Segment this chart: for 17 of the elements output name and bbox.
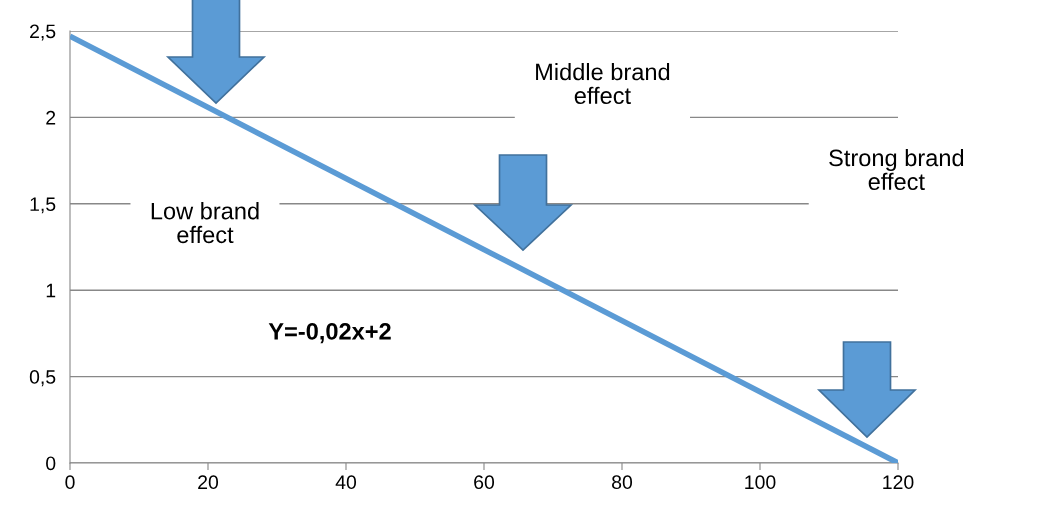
x-tick-label: 0	[65, 475, 75, 490]
annotation: Strong brand effect	[829, 148, 964, 191]
y-tick-label: 2	[46, 110, 56, 125]
annotation: Low brand effect	[151, 202, 259, 244]
y-tick-label: 1	[46, 283, 56, 298]
y-tick-label: 0	[46, 456, 56, 471]
x-tick-label: 20	[198, 475, 219, 490]
annotation: Middle brand effect	[536, 63, 670, 105]
x-tick-label: 80	[612, 475, 633, 490]
y-tick-label: 0,5	[29, 370, 56, 387]
x-tick-label: 60	[474, 475, 495, 490]
annotation: Y=-0,02x+2	[268, 323, 391, 344]
y-tick-label: 2,5	[30, 24, 56, 41]
y-tick-label: 1,5	[30, 197, 56, 214]
x-tick-label: 100	[745, 475, 776, 490]
x-tick-label: 120	[883, 475, 914, 490]
x-tick-label: 40	[335, 475, 357, 490]
